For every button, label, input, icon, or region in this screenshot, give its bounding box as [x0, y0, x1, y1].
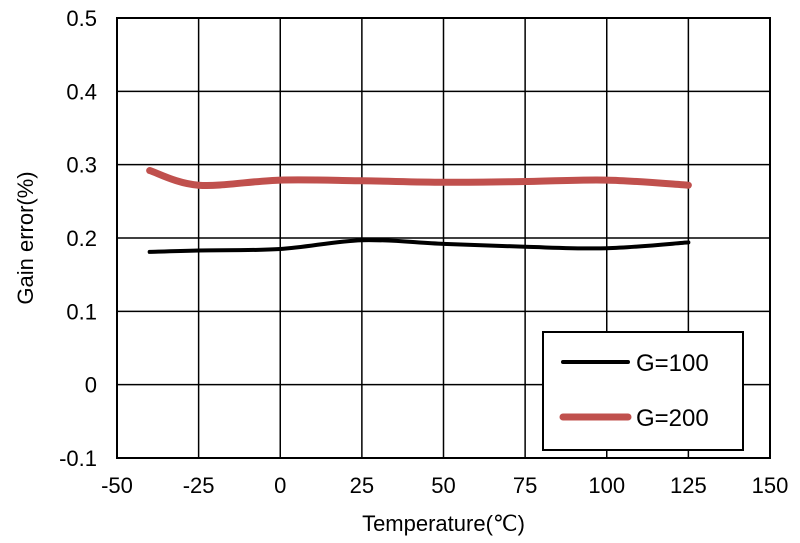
series-line-g200 [146, 167, 692, 189]
y-tick-label: -0.1 [59, 446, 97, 471]
x-tick-label: 0 [274, 473, 286, 498]
y-axis-title: Gain error(%) [13, 171, 38, 304]
x-tick-label: -25 [183, 473, 215, 498]
series-layer [146, 167, 692, 254]
grid [116, 17, 771, 459]
y-tick-label: 0.1 [66, 299, 97, 324]
legend-label-g100: G=100 [636, 350, 709, 377]
y-axis-ticks: -0.1 0 0.1 0.2 0.3 0.4 0.5 [59, 6, 97, 471]
y-tick-label: 0 [85, 373, 97, 398]
legend-label-g200: G=200 [636, 405, 709, 432]
x-tick-label: 50 [431, 473, 455, 498]
y-tick-label: 0.4 [66, 79, 97, 104]
x-tick-label: 125 [670, 473, 707, 498]
y-tick-label: 0.5 [66, 6, 97, 31]
y-tick-label: 0.3 [66, 153, 97, 178]
x-tick-label: 75 [513, 473, 537, 498]
legend: G=100 G=200 [542, 331, 744, 451]
y-tick-label: 0.2 [66, 226, 97, 251]
x-axis-ticks: -50 -25 0 25 50 75 100 125 150 [101, 473, 788, 498]
plot-area [116, 17, 771, 459]
x-tick-label: -50 [101, 473, 133, 498]
x-axis-title: Temperature(℃) [362, 511, 525, 536]
series-line-g100 [147, 238, 691, 254]
x-tick-label: 25 [350, 473, 374, 498]
x-tick-label: 100 [588, 473, 625, 498]
legend-box [542, 331, 744, 451]
x-tick-label: 150 [752, 473, 789, 498]
